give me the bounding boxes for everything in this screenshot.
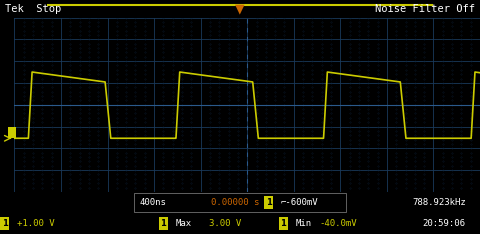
Text: 3.00 V: 3.00 V (209, 219, 241, 228)
Text: Max: Max (175, 219, 192, 228)
Text: 1: 1 (266, 198, 272, 207)
Text: 20:59:06: 20:59:06 (422, 219, 466, 228)
Text: 1: 1 (2, 219, 8, 228)
FancyBboxPatch shape (134, 193, 346, 212)
Text: 400ns: 400ns (139, 198, 166, 207)
Text: Tek  Stop: Tek Stop (5, 4, 61, 14)
Text: 0.00000 s: 0.00000 s (211, 198, 260, 207)
Text: 788.923kHz: 788.923kHz (413, 198, 467, 207)
Text: +1.00 V: +1.00 V (17, 219, 54, 228)
Text: ⌐-600mV: ⌐-600mV (281, 198, 318, 207)
Text: 1: 1 (9, 128, 15, 137)
Text: Noise Filter Off: Noise Filter Off (375, 4, 475, 14)
Text: 1: 1 (280, 219, 286, 228)
Text: 1: 1 (160, 219, 166, 228)
Text: ▼: ▼ (235, 3, 245, 16)
Text: -40.0mV: -40.0mV (319, 219, 357, 228)
Text: Min: Min (295, 219, 312, 228)
